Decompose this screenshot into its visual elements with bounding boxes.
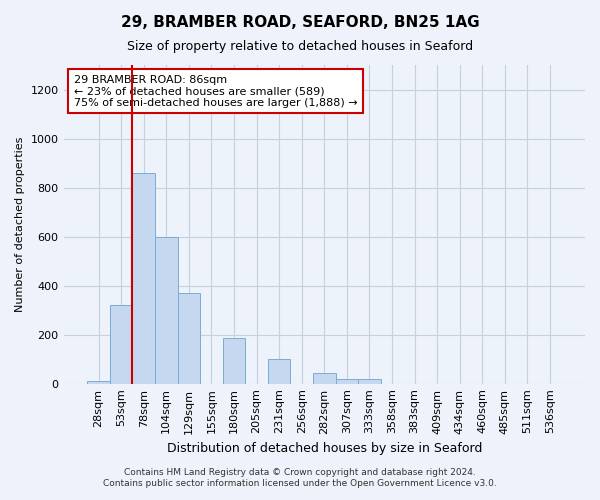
Bar xyxy=(313,372,335,384)
Y-axis label: Number of detached properties: Number of detached properties xyxy=(15,136,25,312)
Text: 29 BRAMBER ROAD: 86sqm
← 23% of detached houses are smaller (589)
75% of semi-de: 29 BRAMBER ROAD: 86sqm ← 23% of detached… xyxy=(74,74,358,108)
Text: 29, BRAMBER ROAD, SEAFORD, BN25 1AG: 29, BRAMBER ROAD, SEAFORD, BN25 1AG xyxy=(121,15,479,30)
Text: Contains HM Land Registry data © Crown copyright and database right 2024.
Contai: Contains HM Land Registry data © Crown c… xyxy=(103,468,497,487)
X-axis label: Distribution of detached houses by size in Seaford: Distribution of detached houses by size … xyxy=(167,442,482,455)
Bar xyxy=(87,381,110,384)
Bar xyxy=(178,293,200,384)
Bar xyxy=(268,359,290,384)
Bar xyxy=(358,379,381,384)
Bar xyxy=(155,236,178,384)
Bar xyxy=(335,379,358,384)
Bar xyxy=(133,173,155,384)
Bar xyxy=(110,305,133,384)
Text: Size of property relative to detached houses in Seaford: Size of property relative to detached ho… xyxy=(127,40,473,53)
Bar xyxy=(223,338,245,384)
